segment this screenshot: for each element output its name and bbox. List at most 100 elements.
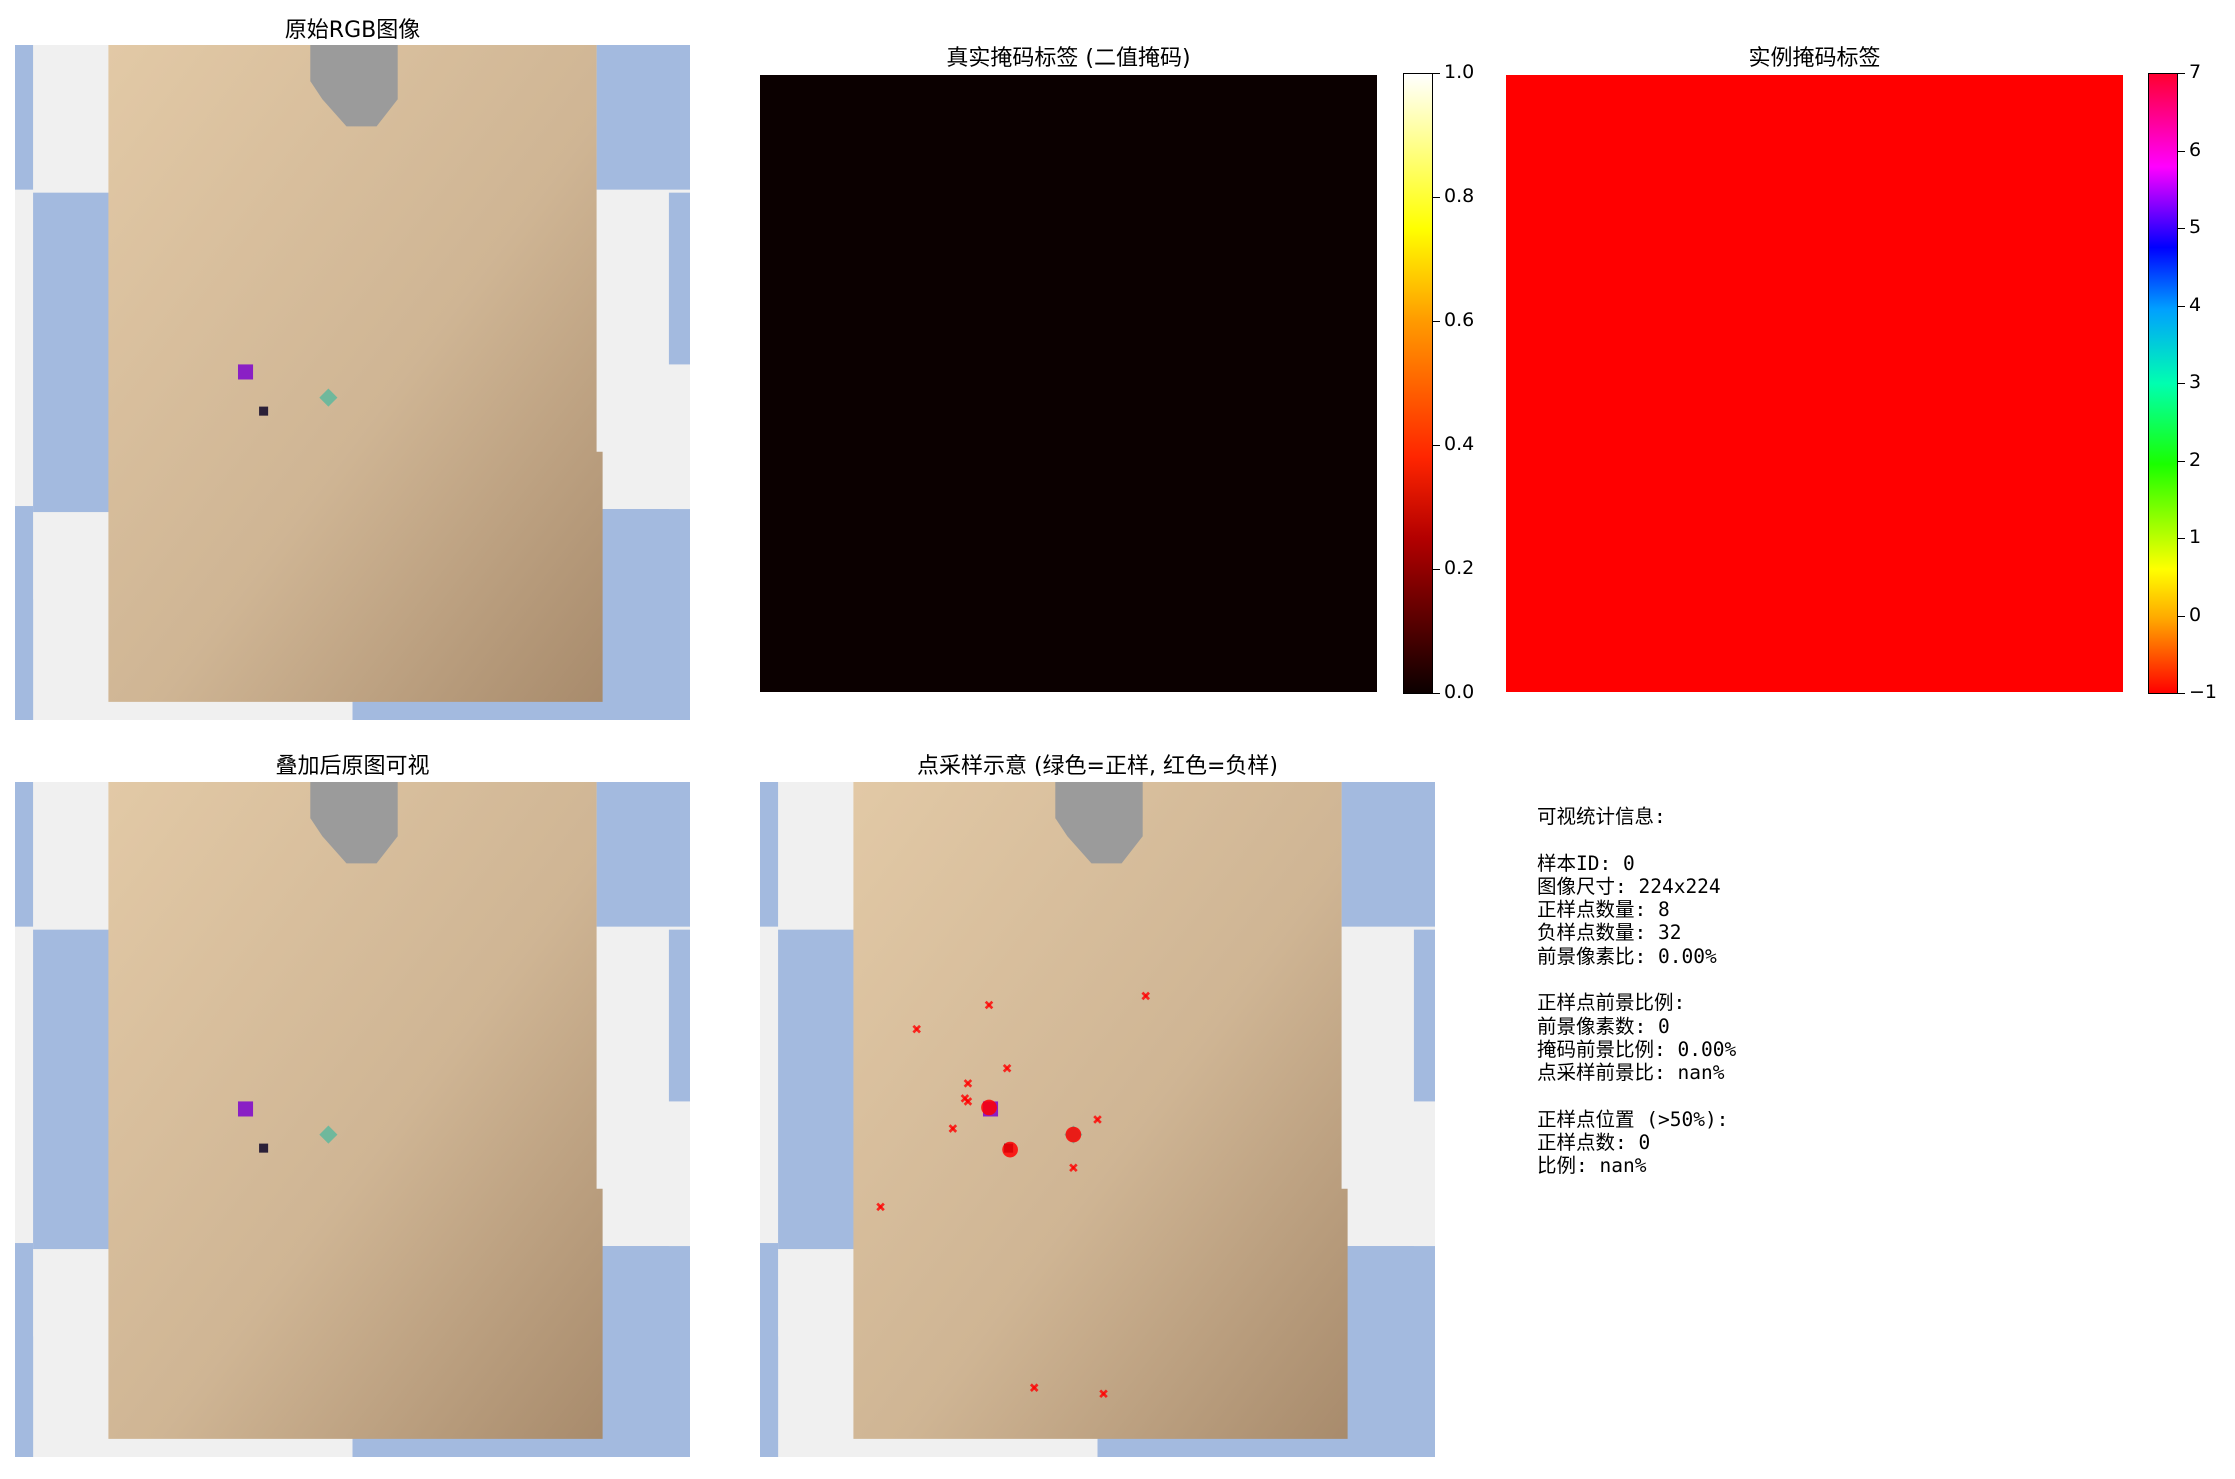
- panel-4-title: 叠加后原图可视: [275, 754, 430, 779]
- stats-line: 正样点前景比例:: [1537, 991, 1686, 1015]
- colorbar-tick-mark: [1433, 569, 1440, 570]
- negative-point-cluster: [981, 1099, 997, 1116]
- wooden-table: [108, 45, 603, 702]
- negative-point-cluster: [1065, 1126, 1082, 1143]
- negative-point: [1093, 1115, 1102, 1124]
- robot-gripper: [310, 782, 398, 864]
- colorbar-tick-mark: [1433, 321, 1440, 322]
- stats-line: 图像尺寸: 224x224: [1537, 874, 1721, 898]
- stats-line: 前景像素数: 0: [1537, 1014, 1670, 1038]
- scene-svg: [760, 782, 1435, 1457]
- rgb-image: [15, 45, 690, 720]
- colorbar-tick-label: 2: [2189, 448, 2202, 471]
- purple-object: [237, 1101, 254, 1117]
- floor-tile: [596, 45, 690, 190]
- purple-object: [237, 364, 254, 380]
- stats-line: 比例: nan%: [1537, 1154, 1647, 1178]
- negative-point: [960, 1094, 970, 1103]
- negative-point: [1002, 1063, 1012, 1073]
- floor-tile: [760, 782, 779, 927]
- stats-line: 前景像素比: 0.00%: [1537, 944, 1717, 968]
- binary-mask-colorbar: [1403, 73, 1433, 694]
- robot-gripper: [1055, 782, 1143, 864]
- stats-line: 负样点数量: 32: [1537, 921, 1682, 945]
- negative-point: [912, 1024, 921, 1034]
- colorbar-tick-label: 0.6: [1444, 309, 1475, 331]
- dark-object: [259, 1143, 269, 1153]
- stats-line: 点采样前景比: nan%: [1537, 1061, 1725, 1085]
- panel-5-title: 点采样示意 (绿色=正样, 红色=负样): [916, 754, 1278, 779]
- stats-line: 可视统计信息:: [1537, 805, 1666, 828]
- negative-point-cluster: [1002, 1141, 1018, 1158]
- floor-tile: [1413, 929, 1435, 1102]
- colorbar-tick-label: 7: [2189, 61, 2202, 83]
- scene-svg: [15, 45, 690, 720]
- colorbar-tick-label: 0.4: [1444, 433, 1475, 455]
- stats-line: 正样点位置 (>50%):: [1537, 1107, 1729, 1131]
- floor-tile: [760, 1336, 779, 1457]
- floor-tile: [1341, 782, 1435, 927]
- floor-tile: [15, 782, 34, 927]
- colorbar-tick-label: 6: [2189, 138, 2202, 161]
- colorbar-tick-mark: [2178, 460, 2185, 462]
- colorbar-tick-label: 0: [2189, 603, 2202, 626]
- stats-line: [1537, 1085, 1736, 1108]
- colorbar-tick-mark: [2178, 538, 2185, 539]
- panel-2-title: 真实掩码标签 (二值掩码): [946, 46, 1191, 71]
- colorbar-tick-label: 0.8: [1444, 185, 1475, 207]
- negative-point: [1099, 1389, 1108, 1398]
- stats-text: 可视统计信息: 样本ID: 0 图像尺寸: 224x224 正样点数量: 8 负样点数量…: [1537, 805, 1736, 1178]
- colorbar-tick-label: 1.0: [1444, 61, 1475, 83]
- colorbar-tick-mark: [2178, 73, 2185, 74]
- floor-tile: [668, 929, 690, 1102]
- stats-line: 正样点数量: 8: [1537, 898, 1670, 922]
- binary-mask-heatmap: [760, 75, 1377, 692]
- negative-point: [876, 1202, 885, 1212]
- floor-tile: [15, 599, 34, 720]
- dark-object: [259, 406, 269, 416]
- colorbar-tick-label: 0.2: [1444, 557, 1475, 579]
- instance-mask-colorbar: [2148, 73, 2178, 694]
- instance-mask-heatmap: [1506, 75, 2123, 692]
- colorbar-tick-label: 3: [2189, 371, 2202, 393]
- negative-point: [1029, 1383, 1039, 1392]
- robot-gripper: [310, 45, 398, 127]
- colorbar-tick-mark: [2178, 615, 2185, 617]
- colorbar-tick-label: 4: [2189, 293, 2202, 316]
- overlay-image: [15, 782, 690, 1457]
- colorbar-tick-label: 0.0: [1444, 681, 1475, 703]
- wooden-table: [853, 782, 1348, 1439]
- colorbar-tick-label: 1: [2189, 526, 2202, 548]
- colorbar-tick-mark: [1433, 445, 1440, 446]
- colorbar-tick-mark: [2178, 305, 2185, 307]
- point-sampling-image: [760, 782, 1435, 1457]
- negative-point: [1069, 1163, 1078, 1172]
- colorbar-tick-mark: [2178, 150, 2185, 152]
- floor-tile: [596, 509, 690, 720]
- colorbar-tick-mark: [1433, 693, 1440, 694]
- colorbar-tick-mark: [2178, 693, 2185, 694]
- colorbar-tick-mark: [1433, 197, 1440, 198]
- floor-tile: [15, 45, 34, 190]
- negative-point: [948, 1124, 958, 1133]
- colorbar-tick-label: −1: [2189, 681, 2218, 703]
- floor-tile: [668, 192, 690, 365]
- negative-point: [1141, 991, 1150, 1001]
- negative-point: [984, 1000, 994, 1010]
- stats-line: 样本ID: 0: [1537, 851, 1635, 875]
- negative-point: [963, 1079, 973, 1088]
- floor-tile: [1341, 1246, 1435, 1457]
- floor-tile: [596, 1246, 690, 1457]
- floor-tile: [15, 1336, 34, 1457]
- colorbar-tick-mark: [2178, 383, 2185, 384]
- stats-line: 正样点数: 0: [1537, 1131, 1651, 1155]
- colorbar-tick-mark: [1433, 73, 1440, 74]
- stats-line: [1537, 968, 1736, 991]
- colorbar-tick-label: 5: [2189, 216, 2202, 238]
- scene-svg: [15, 782, 690, 1457]
- wooden-table: [108, 782, 603, 1439]
- panel-3-title: 实例掩码标签: [1748, 46, 1881, 71]
- floor-tile: [596, 782, 690, 927]
- panel-1-title: 原始RGB图像: [284, 18, 421, 43]
- stats-line: 掩码前景比例: 0.00%: [1537, 1037, 1737, 1061]
